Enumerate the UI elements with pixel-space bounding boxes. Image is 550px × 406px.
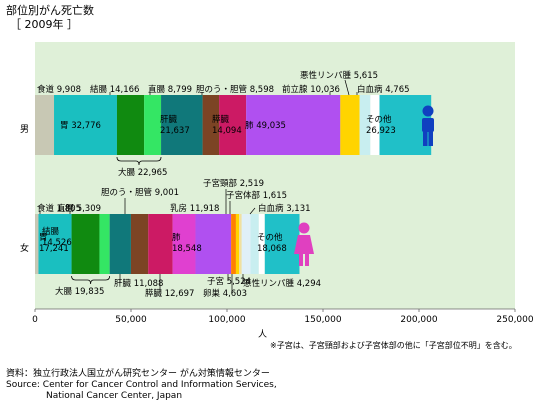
bar-segment — [246, 95, 341, 155]
segment-label: 子宮体部 1,615 — [226, 190, 287, 201]
segment-label: 胃 32,776 — [60, 121, 101, 131]
chart-year: ［ 2009年 ］ — [10, 18, 78, 31]
bar-segment — [130, 214, 149, 274]
source-en-1: Source: Center for Cancer Control and In… — [6, 380, 277, 390]
segment-label: 膵臓 — [212, 114, 230, 125]
segment-label: 乳房 11,918 — [170, 203, 219, 214]
label-leader — [249, 207, 256, 215]
bar-segment — [144, 95, 162, 155]
x-tick-label: 200,000 — [400, 315, 437, 325]
segment-label: 食道 9,908 — [37, 84, 81, 95]
segment-label: 胆のう・胆管 8,598 — [196, 84, 274, 95]
category-label: 男 — [20, 124, 29, 135]
bracket — [116, 156, 162, 166]
x-tick-label: 50,000 — [115, 315, 147, 325]
bracket — [71, 275, 111, 285]
bracket-label: 大腸 22,965 — [118, 167, 167, 178]
bar-segment — [258, 214, 265, 274]
segment-label: 膵臓 12,697 — [145, 288, 194, 299]
bar-segment — [38, 214, 72, 274]
segment-label: その他 — [257, 232, 283, 243]
bar-segment — [172, 214, 196, 274]
segment-label: その他 — [366, 114, 392, 125]
segment-value: 14,526 — [42, 238, 72, 248]
x-tick-label: 0 — [32, 315, 38, 325]
segment-label: 悪性リンパ腫 4,294 — [243, 278, 321, 289]
bar-segment — [239, 214, 242, 274]
segment-label: 肺 49,035 — [245, 121, 286, 131]
bar-segment — [235, 214, 240, 274]
bar-segment — [370, 95, 380, 155]
segment-label: 子宮頸部 2,519 — [203, 178, 264, 189]
bar-segment — [148, 214, 173, 274]
segment-label: 結腸 — [42, 226, 60, 237]
bar-segment — [35, 95, 55, 155]
segment-label: 子宮 5,524 — [207, 276, 251, 287]
chart-title: 部位別がん死亡数 — [6, 4, 94, 17]
segment-value: 18,068 — [257, 244, 287, 254]
bar-segment — [99, 214, 110, 274]
bar-segment — [195, 214, 232, 274]
segment-label: 悪性リンパ腫 5,615 — [300, 70, 378, 81]
bar-segment — [231, 214, 236, 274]
segment-value: 21,637 — [160, 126, 190, 136]
category-label: 女 — [20, 242, 29, 254]
note-text: ※子宮は、子宮頸部および子宮体部の他に「子宮部位不明」を含む。 — [270, 340, 517, 350]
bar-segment — [359, 95, 371, 155]
bar-segment — [109, 214, 131, 274]
segment-value: 14,094 — [212, 126, 242, 136]
bar-segment — [340, 95, 360, 155]
segment-label: 直腸 8,799 — [148, 84, 192, 95]
bracket-label: 大腸 19,835 — [55, 286, 104, 297]
segment-label: 食道 1,805 — [37, 203, 81, 214]
segment-label: 肝臓 — [160, 114, 178, 125]
segment-label: 前立腺 10,036 — [282, 84, 340, 95]
label-leader — [344, 79, 350, 96]
segment-label: 直腸 5,309 — [57, 203, 101, 214]
x-axis-label: 人 — [258, 329, 267, 340]
x-tick-label: 250,000 — [496, 315, 533, 325]
x-tick-label: 150,000 — [304, 315, 341, 325]
bar-segment — [71, 214, 100, 274]
segment-label: 結腸 14,166 — [90, 84, 139, 95]
segment-value: 18,548 — [172, 244, 202, 254]
segment-label: 胃 — [39, 233, 48, 243]
segment-value: 17,241 — [39, 244, 69, 254]
bar-segment — [250, 214, 259, 274]
bar-segment — [161, 95, 203, 155]
bar-segment — [35, 214, 39, 274]
bar-segment — [116, 95, 145, 155]
bar-segment — [202, 95, 220, 155]
bar-segment — [54, 95, 117, 155]
female-icon — [294, 222, 314, 266]
bar-segment — [219, 95, 247, 155]
segment-label: 卵巣 4,603 — [203, 288, 247, 299]
segment-value: 26,923 — [366, 126, 396, 136]
bar-segment — [241, 214, 251, 274]
segment-label: 白血病 4,765 — [357, 84, 410, 95]
segment-label: 肝臓 11,088 — [114, 278, 163, 289]
bar-segment — [264, 214, 300, 274]
segment-label: 白血病 3,131 — [258, 203, 311, 214]
source-en-2: National Cancer Center, Japan — [46, 391, 183, 401]
source-jp: 資料：独立行政法人国立がん研究センター がん対策情報センター — [6, 369, 270, 379]
x-tick-label: 100,000 — [208, 315, 245, 325]
male-icon — [422, 105, 434, 146]
segment-label: 肺 — [172, 233, 181, 243]
segment-label: 胆のう・胆管 9,001 — [101, 187, 179, 198]
